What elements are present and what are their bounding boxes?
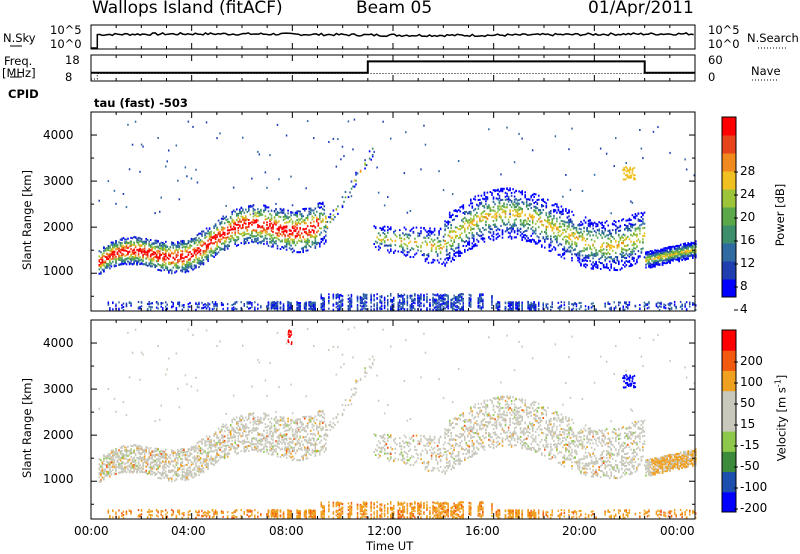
nave-label: Nave bbox=[751, 64, 781, 78]
nave-tick-top: 60 bbox=[708, 53, 723, 67]
cpid-label: CPID bbox=[8, 87, 39, 101]
power-scatter bbox=[98, 118, 697, 312]
noise-tick-right-top: 10^5 bbox=[708, 23, 740, 37]
xtick-0800: 08:00 bbox=[269, 524, 304, 538]
velocity-cb-tick-neg100: -100 bbox=[740, 480, 768, 494]
xtick-1200: 12:00 bbox=[367, 524, 402, 538]
power-colorbar-seg-1 bbox=[722, 261, 736, 280]
power-ytick-3000: 3000 bbox=[43, 174, 74, 188]
xtick-0400: 04:00 bbox=[171, 524, 206, 538]
nsky-label: N.Sky bbox=[3, 31, 36, 45]
freq-label: Freq. bbox=[4, 54, 33, 68]
power-colorbar-seg-9 bbox=[722, 117, 736, 136]
noise-tick-left-bottom: 10^0 bbox=[50, 37, 82, 51]
velocity-ytick-2000: 2000 bbox=[43, 428, 74, 442]
velocity-colorbar-seg-1 bbox=[722, 471, 736, 493]
velocity-colorbar-frame bbox=[721, 329, 737, 513]
velocity-cb-tick-neg50: -50 bbox=[740, 459, 760, 473]
power-colorbar-seg-5 bbox=[722, 189, 736, 208]
velocity-cb-tick-200: 200 bbox=[740, 354, 763, 368]
power-ytick-2000: 2000 bbox=[43, 220, 74, 234]
noise-start-line bbox=[91, 34, 99, 49]
velocity-cb-tick-neg15: -15 bbox=[740, 438, 760, 452]
velocity-ytick-4000: 4000 bbox=[43, 336, 74, 350]
velocity-ytick-1000: 1000 bbox=[43, 472, 74, 486]
velocity-colorbar-label-tail: ] bbox=[774, 374, 789, 380]
power-colorbar-seg-2 bbox=[722, 243, 736, 262]
frequency-line bbox=[91, 60, 695, 74]
velocity-ytick-3000: 3000 bbox=[43, 382, 74, 396]
beam-title: Beam 05 bbox=[356, 0, 433, 18]
velocity-colorbar-seg-3 bbox=[722, 431, 736, 452]
freq-tick-top: 18 bbox=[65, 53, 80, 67]
xtick-0000: 00:00 bbox=[74, 524, 109, 538]
noise-line bbox=[96, 31, 694, 38]
power-ytick-4000: 4000 bbox=[43, 128, 74, 142]
power-colorbar-seg-7 bbox=[722, 153, 736, 172]
velocity-scatter bbox=[98, 326, 697, 520]
power-cb-tick-16: 16 bbox=[740, 233, 756, 247]
noise-frequency-lines bbox=[91, 31, 695, 80]
date-title: 01/Apr/2011 bbox=[588, 0, 694, 18]
velocity-cb-tick-neg200: -200 bbox=[740, 501, 768, 515]
velocity-colorbar-seg-7 bbox=[722, 350, 736, 371]
velocity-colorbar-label: Velocity [m s-1] bbox=[774, 375, 789, 462]
power-cb-tick-28: 28 bbox=[740, 164, 756, 178]
power-cb-tick-8: 8 bbox=[740, 279, 748, 293]
nave-line bbox=[91, 73, 695, 80]
power-colorbar-label: Power [dB] bbox=[773, 183, 787, 247]
power-colorbar-frame bbox=[721, 116, 737, 298]
noise-tick-right-bottom: 10^0 bbox=[708, 37, 740, 51]
tau-label: tau (fast) -503 bbox=[94, 96, 188, 110]
axis-ticks bbox=[90, 25, 696, 519]
power-colorbar-seg-6 bbox=[722, 171, 736, 190]
station-title: Wallops Island (fitACF) bbox=[92, 0, 283, 18]
xtick-2000: 20:00 bbox=[562, 524, 597, 538]
power-panel-frame bbox=[90, 111, 696, 312]
power-colorbar-seg-3 bbox=[722, 225, 736, 244]
mhz-label: [MHz] bbox=[2, 66, 36, 80]
xtick-2400: 00:00 bbox=[660, 524, 695, 538]
velocity-colorbar-seg-8 bbox=[722, 330, 736, 351]
velocity-ylabel: Slant Range [km] bbox=[20, 378, 34, 478]
colorbars bbox=[721, 116, 738, 513]
power-ytick-1000: 1000 bbox=[43, 264, 74, 278]
power-cb-tick-24: 24 bbox=[740, 187, 756, 201]
velocity-colorbar-seg-4 bbox=[722, 410, 736, 432]
velocity-colorbar-seg-5 bbox=[722, 390, 736, 412]
power-cb-tick-20: 20 bbox=[740, 210, 756, 224]
xtick-1600: 16:00 bbox=[465, 524, 500, 538]
power-colorbar-seg-4 bbox=[722, 207, 736, 226]
velocity-cb-tick-100: 100 bbox=[740, 375, 763, 389]
velocity-panel-frame bbox=[90, 319, 696, 520]
velocity-colorbar-label-main: Velocity [m s bbox=[774, 387, 789, 462]
xaxis-label: Time UT bbox=[366, 539, 414, 553]
velocity-colorbar-seg-6 bbox=[722, 370, 736, 392]
power-cb-tick-4: 4 bbox=[740, 302, 748, 316]
nsearch-label: N.Search bbox=[747, 31, 799, 45]
power-ylabel: Slant Range [km] bbox=[20, 170, 34, 270]
velocity-colorbar-seg-0 bbox=[722, 491, 736, 513]
noise-tick-left-top: 10^5 bbox=[50, 23, 82, 37]
velocity-cb-tick-50: 50 bbox=[740, 396, 756, 410]
velocity-colorbar-seg-2 bbox=[722, 451, 736, 473]
power-colorbar-seg-8 bbox=[722, 135, 736, 154]
power-cb-tick-12: 12 bbox=[740, 256, 756, 270]
freq-tick-bottom: 8 bbox=[65, 70, 73, 84]
nave-tick-bottom: 0 bbox=[708, 70, 716, 84]
velocity-colorbar-label-exponent: -1 bbox=[773, 379, 783, 388]
power-colorbar-seg-0 bbox=[722, 279, 736, 298]
velocity-cb-tick-15: 15 bbox=[740, 417, 756, 431]
